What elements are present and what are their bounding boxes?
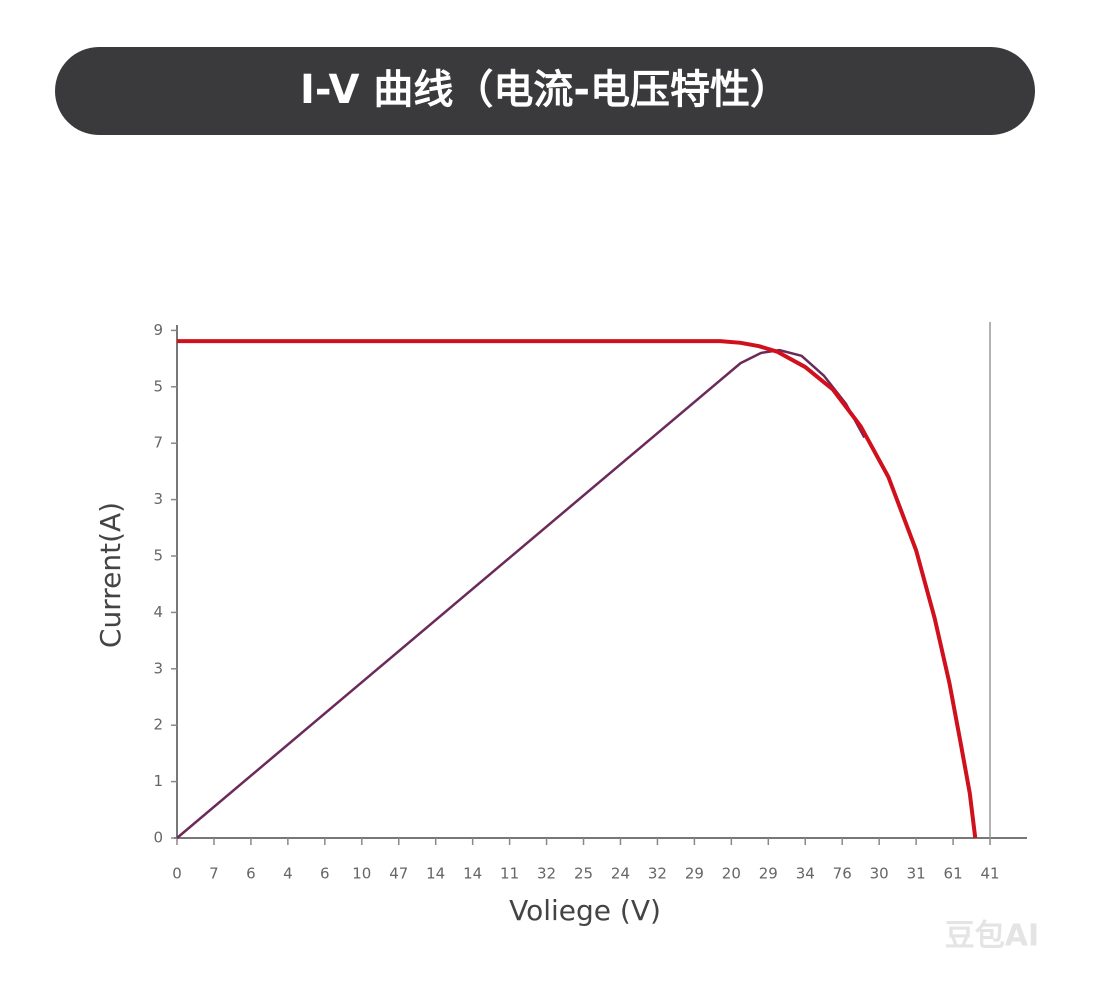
y-tick-label: 0 bbox=[153, 829, 163, 847]
x-tick-label: 32 bbox=[537, 865, 556, 883]
x-tick-label: 34 bbox=[796, 865, 815, 883]
y-tick-label: 9 bbox=[153, 321, 163, 339]
y-tick-label: 4 bbox=[153, 603, 163, 621]
y-tick-label: 7 bbox=[153, 434, 163, 452]
x-tick-label: 31 bbox=[907, 865, 926, 883]
x-tick-label: 29 bbox=[685, 865, 704, 883]
x-tick-label: 6 bbox=[246, 865, 256, 883]
y-tick-label: 5 bbox=[153, 377, 163, 395]
x-tick-label: 14 bbox=[463, 865, 482, 883]
x-tick-label: 47 bbox=[389, 865, 408, 883]
x-tick-label: 7 bbox=[209, 865, 219, 883]
watermark: 豆包AI bbox=[945, 919, 1039, 954]
x-tick-label: 4 bbox=[283, 865, 293, 883]
y-tick-label: 2 bbox=[153, 716, 163, 734]
x-tick-label: 11 bbox=[500, 865, 519, 883]
x-tick-label: 6 bbox=[320, 865, 330, 883]
y-tick-label: 5 bbox=[153, 547, 163, 565]
iv-curve bbox=[176, 348, 866, 839]
x-tick-label: 0 bbox=[172, 865, 182, 883]
x-tick-label: 32 bbox=[648, 865, 667, 883]
y-tick-label: 3 bbox=[153, 490, 163, 508]
x-tick-label: 24 bbox=[611, 865, 630, 883]
y-tick-label: 1 bbox=[153, 772, 163, 790]
x-tick-label: 14 bbox=[426, 865, 445, 883]
chart-title: I-V 曲线（电流-电压特性） bbox=[300, 67, 790, 113]
title-banner bbox=[55, 47, 1035, 135]
x-tick-label: 76 bbox=[833, 865, 852, 883]
x-tick-label: 20 bbox=[722, 865, 741, 883]
x-axis-label: Voliege (V) bbox=[509, 894, 661, 927]
iv-curve bbox=[177, 339, 978, 839]
x-tick-label: 61 bbox=[944, 865, 963, 883]
x-tick-label: 29 bbox=[759, 865, 778, 883]
x-tick-label: 10 bbox=[352, 865, 371, 883]
y-tick-label: 3 bbox=[153, 659, 163, 677]
y-axis-label: Current(A) bbox=[94, 502, 127, 648]
x-tick-label: 41 bbox=[980, 865, 999, 883]
x-tick-label: 30 bbox=[870, 865, 889, 883]
x-tick-label: 25 bbox=[574, 865, 593, 883]
